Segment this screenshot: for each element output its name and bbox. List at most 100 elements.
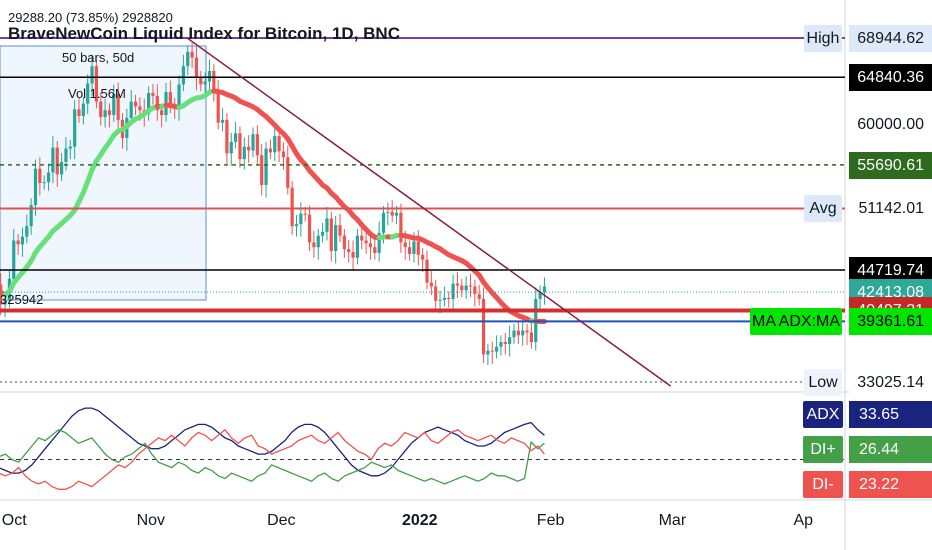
- candle-body: [168, 92, 172, 105]
- candle-body: [199, 77, 203, 85]
- candle-body: [55, 147, 59, 175]
- candle-body: [334, 225, 338, 252]
- candle-body: [451, 283, 455, 299]
- time-tick-2022: 2022: [401, 512, 438, 529]
- candle-body: [307, 214, 312, 243]
- candle-body: [94, 66, 98, 102]
- candle-body: [12, 240, 16, 279]
- candle-body: [3, 300, 7, 305]
- candle-body: [399, 212, 403, 243]
- candle-body: [325, 218, 329, 232]
- candle-body: [438, 299, 442, 301]
- candle-body: [299, 213, 303, 225]
- price-tag-high_tag: High: [804, 25, 842, 52]
- candle-body: [234, 133, 238, 142]
- candle-body: [521, 330, 525, 336]
- candle-body: [212, 70, 216, 90]
- time-tick-nov: Nov: [136, 512, 166, 529]
- candle-body: [412, 241, 416, 254]
- time-tick-mar: Mar: [658, 512, 687, 529]
- indicator-tag-diminus: DI-: [803, 471, 843, 498]
- candle-body: [434, 286, 438, 301]
- di-minus-line: [0, 428, 545, 490]
- candle-body: [368, 243, 373, 248]
- chart-title: BraveNewCoin Liquid Index for Bitcoin, 1…: [8, 24, 400, 43]
- candle-body: [73, 109, 77, 147]
- candle-body: [251, 134, 255, 151]
- candle-body: [421, 254, 425, 260]
- indicator-tag-adx: ADX: [803, 401, 843, 428]
- candle-body: [425, 259, 429, 283]
- candle-body: [442, 297, 446, 300]
- candle-body: [477, 294, 481, 299]
- candle-body: [68, 146, 72, 149]
- candle-body: [116, 93, 120, 120]
- candle-body: [255, 134, 259, 156]
- adx-line: [0, 407, 545, 477]
- candle-body: [155, 95, 159, 111]
- candle-body: [220, 119, 225, 123]
- candle-body: [46, 172, 51, 183]
- candle-body: [107, 110, 112, 116]
- candle-body: [390, 211, 394, 216]
- candle-body: [525, 330, 529, 333]
- candle-body: [99, 101, 103, 117]
- indicator-value-diminus: 23.22: [849, 471, 932, 498]
- candle-body: [312, 242, 316, 248]
- candle-body: [29, 205, 33, 227]
- candle-body: [403, 242, 407, 248]
- candle-body: [273, 136, 277, 153]
- candle-body: [360, 235, 364, 241]
- candle-body: [64, 148, 68, 162]
- moving-average-line: [0, 88, 547, 325]
- candle-body: [455, 283, 460, 286]
- candle-body: [481, 298, 486, 355]
- price-label-ma_tag: 39361.61: [849, 308, 932, 336]
- price-label-p64840: 64840.36: [849, 64, 932, 92]
- candle-body: [473, 286, 477, 295]
- candle-body: [112, 93, 116, 116]
- candle-body: [542, 286, 547, 293]
- price-label-avg_tag: 51142.01: [849, 195, 932, 223]
- candle-body: [177, 84, 181, 109]
- price-label-high_tag: 68944.62: [849, 25, 932, 52]
- candle-body: [464, 285, 468, 291]
- candle-body: [429, 282, 433, 287]
- price-tag-low_tag: Low: [804, 369, 842, 396]
- candle-body: [225, 119, 229, 154]
- measure-bars-label: 50 bars, 50d: [62, 50, 135, 65]
- candle-body: [190, 51, 194, 58]
- candle-body: [181, 66, 185, 85]
- candle-body: [186, 51, 190, 67]
- candle-body: [408, 247, 412, 254]
- measure-value-label: 325942: [0, 292, 44, 307]
- candle-body: [238, 133, 242, 160]
- candle-body: [503, 342, 507, 344]
- indicator-value-diplus: 26.44: [849, 436, 932, 463]
- candle-body: [499, 342, 503, 347]
- price-label-p60000: 60000.00: [849, 110, 932, 138]
- candle-body: [264, 148, 268, 185]
- candle-body: [268, 148, 272, 153]
- candle-body: [42, 182, 46, 184]
- candle-body: [277, 136, 281, 152]
- candle-body: [512, 330, 516, 338]
- candle-body: [321, 231, 325, 236]
- candle-body: [508, 337, 512, 344]
- candle-body: [364, 240, 368, 244]
- candle-body: [347, 249, 351, 252]
- candle-body: [133, 101, 138, 107]
- candle-body: [338, 225, 342, 236]
- candle-body: [386, 211, 390, 213]
- trendline: [187, 37, 672, 387]
- candle-body: [351, 251, 355, 258]
- candle-body: [316, 235, 320, 248]
- candle-body: [516, 330, 520, 336]
- time-tick-ap: Ap: [793, 512, 814, 529]
- price-tag-ma_tag: MA ADX:MA: [750, 308, 842, 336]
- di-plus-line: [0, 429, 545, 485]
- candle-body: [538, 292, 542, 299]
- candle-body: [194, 57, 199, 78]
